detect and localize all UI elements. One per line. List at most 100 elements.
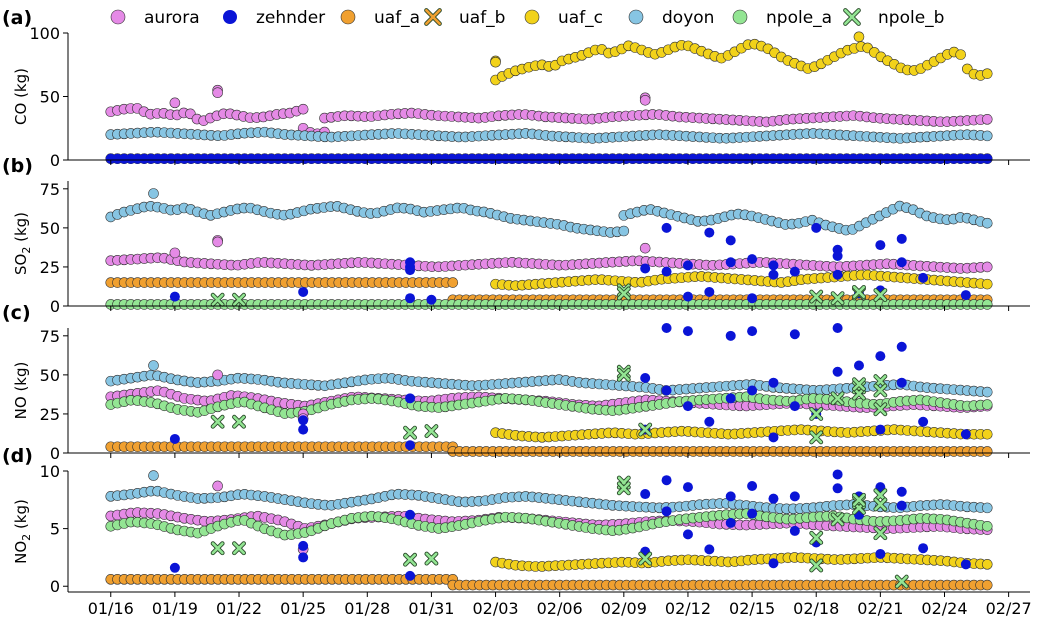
point-uaf-c: [981, 278, 993, 290]
point-aurora: [169, 247, 181, 259]
point-npole-b: [809, 289, 824, 304]
legend-item-aurora: aurora: [110, 8, 200, 28]
point-npole-b: [809, 430, 824, 445]
point-uaf-a: [447, 277, 459, 288]
point-zehnder: [875, 351, 886, 362]
outliers-aurora: [169, 84, 651, 109]
x-tick-label: 01/31: [408, 599, 454, 618]
x-tick-label: 02/15: [729, 599, 775, 618]
y-tick-label: 0: [50, 577, 60, 596]
series-uaf-a: [105, 574, 993, 591]
legend-item-uaf-b: uaf_b: [424, 8, 505, 28]
point-zehnder: [918, 543, 929, 554]
point-zehnder: [896, 377, 907, 388]
point-zehnder: [832, 269, 843, 280]
point-aurora: [212, 480, 223, 492]
point-zehnder: [853, 360, 864, 371]
point-zehnder: [725, 393, 736, 404]
series-npole-a: [105, 508, 993, 541]
y-axis-label-unit: (kg): [12, 68, 30, 103]
y-axis-label-unit: (kg): [12, 212, 30, 247]
x-tick-label: 02/24: [921, 599, 967, 618]
legend-label: npole_b: [878, 8, 944, 28]
point-aurora: [639, 242, 651, 254]
point-zehnder: [747, 293, 758, 304]
point-uaf-c: [853, 31, 865, 43]
outliers-doyon: [148, 188, 159, 199]
y-tick-label: 25: [40, 258, 60, 277]
point-uaf-c: [981, 559, 993, 570]
point-npole-b: [894, 574, 909, 589]
x-tick-label: 02/03: [473, 599, 519, 618]
legend-label: zehnder: [256, 8, 325, 28]
point-zehnder: [725, 517, 736, 528]
y-tick-label: 50: [40, 366, 60, 385]
point-npole-b: [232, 414, 246, 429]
point-zehnder: [768, 432, 779, 443]
y-tick-label: 75: [40, 327, 60, 346]
point-npole-b: [616, 364, 631, 379]
panel-label: (c): [2, 302, 31, 324]
point-aurora: [212, 87, 223, 98]
legend-item-uaf-a: uaf_a: [340, 8, 420, 28]
point-zehnder: [682, 260, 693, 271]
legend-marker-zehnder: [223, 10, 237, 24]
point-aurora: [169, 97, 181, 109]
point-npole-b: [210, 541, 225, 556]
point-aurora: [297, 103, 309, 115]
y-tick-label: 50: [40, 88, 60, 107]
point-uaf-a: [981, 579, 993, 591]
point-zehnder: [875, 424, 886, 435]
y-axis-label: CO (kg): [12, 68, 30, 125]
series-doyon: [105, 126, 993, 144]
legend-label: uaf_c: [558, 8, 603, 28]
point-zehnder: [640, 263, 651, 274]
point-zehnder: [789, 525, 800, 536]
point-zehnder: [682, 291, 693, 302]
point-npole-b: [809, 530, 824, 545]
point-zehnder: [682, 326, 693, 337]
point-zehnder: [896, 500, 907, 511]
legend-item-zehnder: zehnder: [223, 8, 325, 28]
series-zehnder: [105, 153, 993, 164]
legend-marker-npole-b: [843, 8, 861, 26]
point-zehnder: [298, 286, 309, 297]
legend-label: doyon: [662, 8, 714, 28]
point-zehnder: [875, 548, 886, 559]
x-tick-label: 01/25: [280, 599, 326, 618]
point-npole-b: [616, 481, 631, 496]
point-zehnder: [405, 293, 416, 304]
y-axis-label-main: SO: [12, 254, 30, 275]
point-npole-b: [403, 425, 417, 440]
point-zehnder: [832, 323, 843, 333]
point-npole-b: [873, 402, 888, 417]
point-npole-b: [873, 288, 888, 303]
point-zehnder: [747, 326, 758, 337]
y-axis-label-main: CO: [12, 103, 30, 125]
point-zehnder: [918, 416, 929, 427]
point-zehnder: [661, 385, 672, 396]
point-zehnder: [789, 401, 800, 412]
point-doyon: [618, 225, 630, 237]
point-npole-b: [210, 292, 225, 307]
point-zehnder: [426, 294, 437, 305]
point-zehnder: [725, 330, 736, 341]
panel-label: (a): [2, 7, 32, 29]
point-zehnder: [640, 373, 651, 383]
point-zehnder: [747, 254, 758, 265]
point-zehnder: [640, 489, 651, 500]
series-uaf-c: [490, 424, 993, 443]
point-zehnder: [832, 244, 843, 255]
point-npole-b: [830, 512, 845, 527]
point-doyon: [148, 188, 159, 199]
point-doyon: [981, 130, 993, 142]
y-axis-label-unit: (kg): [12, 499, 30, 534]
point-npole-b: [638, 551, 653, 566]
panel-label: (d): [2, 445, 33, 467]
point-zehnder: [789, 491, 800, 502]
outliers-uaf-c: [490, 31, 865, 68]
point-zehnder: [298, 540, 309, 551]
point-npole-b: [830, 391, 845, 406]
point-zehnder: [789, 329, 800, 340]
